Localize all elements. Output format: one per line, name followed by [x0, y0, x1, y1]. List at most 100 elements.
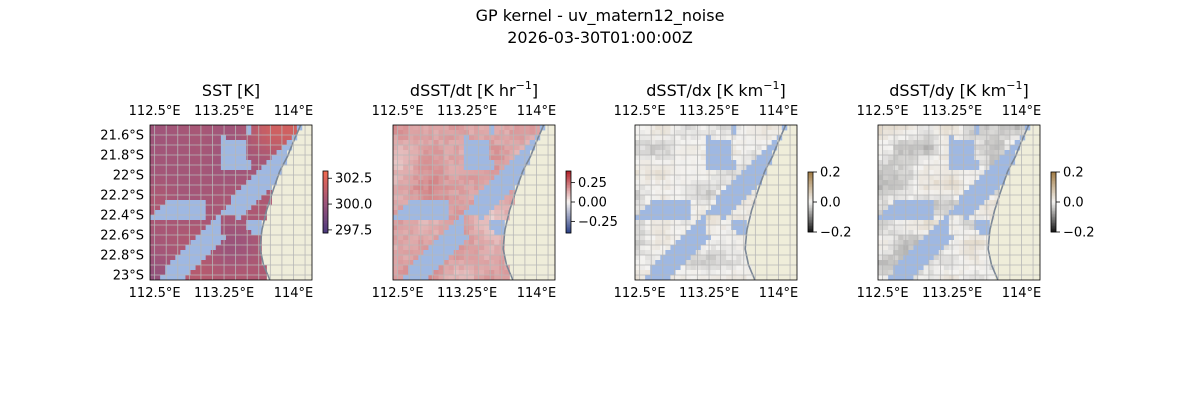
- heatmap-cell: [438, 220, 445, 226]
- heatmap-cell: [180, 145, 186, 151]
- heatmap-cell: [726, 265, 732, 271]
- heatmap-cell: [448, 220, 455, 226]
- heatmap-cell: [479, 165, 485, 171]
- heatmap-cell: [170, 140, 176, 146]
- heatmap-cell: [979, 250, 985, 256]
- heatmap-cell: [484, 145, 490, 151]
- heatmap-cell: [398, 130, 404, 136]
- heatmap-cell: [180, 125, 186, 131]
- heatmap-cell: [200, 140, 207, 146]
- heatmap-cell: [160, 150, 166, 156]
- heatmap-cell: [448, 135, 455, 141]
- heatmap-cell: [180, 270, 186, 276]
- heatmap-cell: [220, 135, 227, 141]
- heatmap-cell: [236, 195, 242, 201]
- heatmap-cell: [463, 225, 470, 231]
- heatmap-cell: [893, 165, 899, 171]
- heatmap-cell: [888, 245, 894, 251]
- heatmap-cell: [200, 175, 207, 181]
- heatmap-cell: [685, 175, 692, 181]
- heatmap-cell: [640, 230, 646, 236]
- heatmap-cell: [705, 190, 712, 196]
- heatmap-cell: [736, 130, 742, 136]
- heatmap-cell: [918, 265, 924, 271]
- heatmap-cell: [680, 140, 687, 146]
- heatmap-cell: [771, 140, 778, 146]
- heatmap-cell: [529, 145, 536, 151]
- heatmap-cell: [185, 125, 191, 131]
- heatmap-cell: [398, 165, 404, 171]
- heatmap-cell: [220, 240, 227, 246]
- heatmap-cell: [969, 230, 975, 236]
- heatmap-cell: [645, 125, 651, 131]
- heatmap-cell: [428, 275, 434, 280]
- heatmap-cell: [974, 140, 980, 146]
- heatmap-cell: [640, 250, 646, 256]
- heatmap-cell: [928, 215, 935, 221]
- colorbar-tick-label: 0.0: [1063, 196, 1084, 211]
- heatmap-cell: [200, 200, 207, 206]
- colorbar-segment: [808, 203, 813, 206]
- heatmap-cell: [479, 160, 485, 166]
- heatmap-cell: [251, 145, 257, 151]
- heatmap-cell: [443, 210, 450, 216]
- heatmap-cell: [468, 140, 475, 146]
- heatmap-cell: [716, 245, 722, 251]
- heatmap-cell: [736, 260, 742, 266]
- heatmap-cell: [403, 165, 409, 171]
- heatmap-cell: [489, 275, 495, 280]
- heatmap-cell: [150, 205, 156, 211]
- heatmap-cell: [251, 135, 257, 141]
- heatmap-cell: [413, 250, 419, 256]
- x-tick-label-top: 112.5°E: [857, 104, 909, 119]
- heatmap-cell: [236, 235, 242, 241]
- heatmap-cell: [261, 195, 267, 201]
- coastline: [259, 125, 302, 280]
- heatmap-cell: [484, 240, 490, 246]
- heatmap-cell: [448, 155, 455, 161]
- heatmap-cell: [155, 275, 161, 280]
- heatmap-cell: [635, 155, 641, 161]
- heatmap-cell: [898, 195, 904, 201]
- heatmap-cell: [933, 175, 940, 181]
- heatmap-cell: [888, 125, 894, 131]
- heatmap-cell: [236, 200, 242, 206]
- heatmap-cell: [231, 200, 237, 206]
- heatmap-cell: [635, 145, 641, 151]
- heatmap-cell: [979, 255, 985, 261]
- heatmap-cell: [160, 260, 166, 266]
- heatmap-cell: [519, 160, 526, 166]
- heatmap-cell: [448, 275, 455, 280]
- heatmap-cell: [989, 275, 995, 280]
- colorbar-tick-label: 300.0: [335, 198, 372, 213]
- heatmap-cell: [989, 270, 995, 276]
- heatmap-cell: [210, 180, 217, 186]
- heatmap-cell: [231, 245, 237, 251]
- x-tick-label-top: 114°E: [759, 104, 799, 119]
- heatmap-cell: [645, 250, 651, 256]
- heatmap-cell: [453, 150, 460, 156]
- heatmap-cell: [220, 225, 227, 231]
- heatmap-cell: [761, 125, 768, 131]
- heatmap-cell: [665, 160, 671, 166]
- heatmap-cell: [210, 195, 217, 201]
- heatmap-cell: [261, 175, 267, 181]
- heatmap-cell: [205, 180, 212, 186]
- heatmap-cell: [655, 230, 661, 236]
- heatmap-cell: [210, 190, 217, 196]
- heatmap-cell: [438, 185, 445, 191]
- heatmap-cell: [200, 275, 207, 280]
- heatmap-cell: [969, 130, 975, 136]
- heatmap-cell: [908, 145, 914, 151]
- heatmap-cell: [953, 155, 960, 161]
- heatmap-cell: [721, 265, 727, 271]
- heatmap-cell: [220, 190, 227, 196]
- heatmap-cell: [165, 170, 171, 176]
- heatmap-cell: [878, 130, 884, 136]
- heatmap-cell: [448, 255, 455, 261]
- heatmap-cell: [700, 195, 707, 201]
- heatmap-cell: [463, 230, 470, 236]
- heatmap-cell: [170, 155, 176, 161]
- heatmap-cell: [690, 155, 697, 161]
- heatmap-cell: [913, 275, 919, 280]
